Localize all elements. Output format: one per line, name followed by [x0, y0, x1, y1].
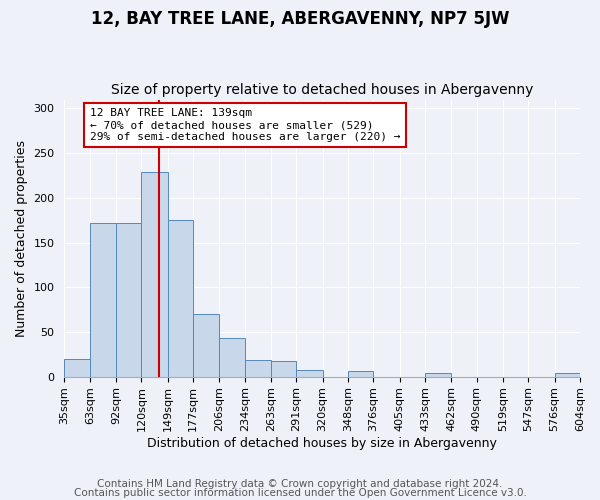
Y-axis label: Number of detached properties: Number of detached properties — [15, 140, 28, 336]
Title: Size of property relative to detached houses in Abergavenny: Size of property relative to detached ho… — [111, 83, 533, 97]
Bar — [90, 223, 116, 376]
Bar — [348, 372, 373, 376]
Bar — [116, 223, 142, 376]
Bar — [220, 338, 245, 376]
Text: Contains HM Land Registry data © Crown copyright and database right 2024.: Contains HM Land Registry data © Crown c… — [97, 479, 503, 489]
Bar — [425, 373, 451, 376]
Bar — [245, 360, 271, 376]
Bar — [271, 360, 296, 376]
Bar — [142, 172, 168, 376]
Text: Contains public sector information licensed under the Open Government Licence v3: Contains public sector information licen… — [74, 488, 526, 498]
Bar — [64, 359, 90, 376]
Text: 12, BAY TREE LANE, ABERGAVENNY, NP7 5JW: 12, BAY TREE LANE, ABERGAVENNY, NP7 5JW — [91, 10, 509, 28]
Bar — [193, 314, 220, 376]
Bar — [554, 373, 580, 376]
X-axis label: Distribution of detached houses by size in Abergavenny: Distribution of detached houses by size … — [147, 437, 497, 450]
Bar — [296, 370, 323, 376]
Text: 12 BAY TREE LANE: 139sqm
← 70% of detached houses are smaller (529)
29% of semi-: 12 BAY TREE LANE: 139sqm ← 70% of detach… — [90, 108, 400, 142]
Bar — [168, 220, 193, 376]
